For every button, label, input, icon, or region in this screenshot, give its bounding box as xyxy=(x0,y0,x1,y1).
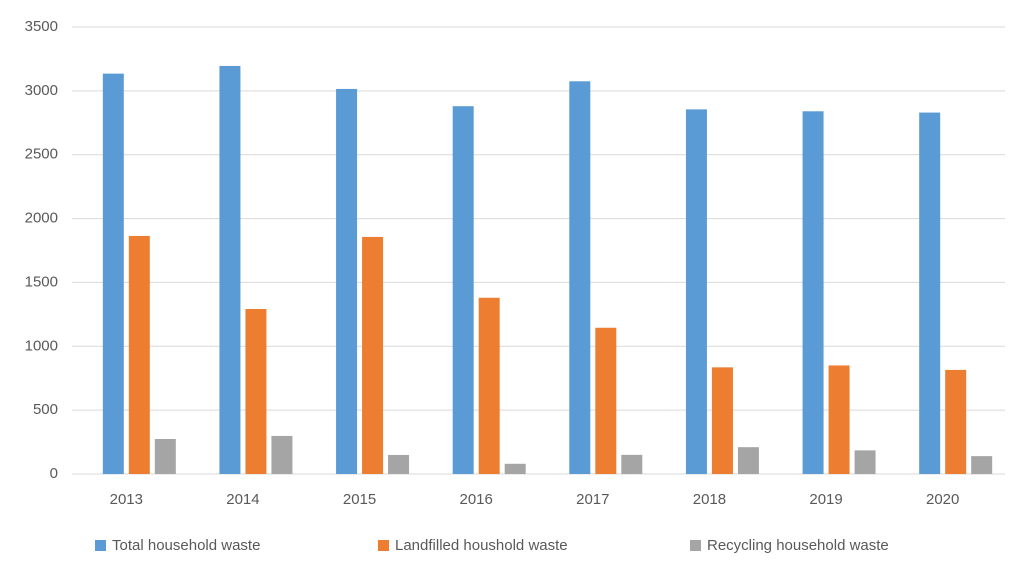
y-tick-label: 3500 xyxy=(25,18,58,35)
bar xyxy=(452,106,474,474)
bar xyxy=(362,236,384,474)
x-tick-label: 2020 xyxy=(926,491,959,508)
bar xyxy=(388,454,410,474)
bar xyxy=(569,81,591,475)
legend-swatch xyxy=(690,540,701,551)
bar xyxy=(245,308,267,474)
x-tick-label: 2017 xyxy=(576,491,609,508)
bar xyxy=(336,88,358,474)
x-tick-label: 2018 xyxy=(693,491,726,508)
bar xyxy=(737,447,759,474)
bar xyxy=(219,65,241,475)
bar xyxy=(271,435,293,474)
bar xyxy=(919,112,941,474)
y-tick-label: 1500 xyxy=(25,273,58,290)
bar xyxy=(685,109,707,474)
bar xyxy=(802,111,824,474)
legend-swatch xyxy=(95,540,106,551)
bar xyxy=(595,327,617,474)
legend-label: Recycling household waste xyxy=(707,537,889,554)
x-tick-label: 2019 xyxy=(809,491,842,508)
y-tick-label: 500 xyxy=(33,401,58,418)
bar xyxy=(828,365,850,474)
legend-label: Landfilled houshold waste xyxy=(395,537,568,554)
bar xyxy=(711,367,733,474)
bar xyxy=(971,456,993,474)
bar xyxy=(128,235,150,474)
bar xyxy=(504,463,526,474)
bar xyxy=(102,73,124,474)
legend-label: Total household waste xyxy=(112,537,260,554)
x-tick-label: 2015 xyxy=(343,491,376,508)
bar xyxy=(478,297,500,474)
bar xyxy=(945,369,967,474)
y-tick-label: 3000 xyxy=(25,82,58,99)
legend-swatch xyxy=(378,540,389,551)
y-tick-label: 2500 xyxy=(25,146,58,163)
bar xyxy=(621,454,643,474)
bar xyxy=(854,450,876,474)
x-tick-label: 2016 xyxy=(460,491,493,508)
bar xyxy=(154,439,176,474)
y-tick-label: 2000 xyxy=(25,210,58,227)
y-tick-label: 0 xyxy=(50,465,58,482)
y-tick-label: 1000 xyxy=(25,337,58,354)
x-tick-label: 2013 xyxy=(110,491,143,508)
x-tick-label: 2014 xyxy=(226,491,259,508)
